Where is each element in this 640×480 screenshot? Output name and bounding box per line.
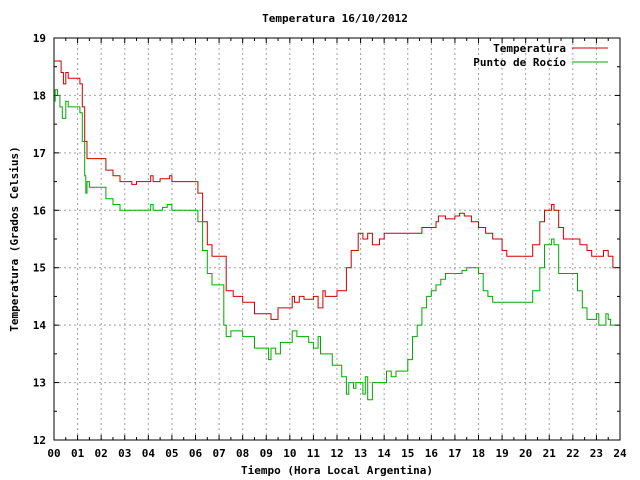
y-axis-ticks: 12 13 14 15 16 17 18 19 <box>33 32 620 447</box>
y-tick-label: 12 <box>33 434 46 447</box>
x-axis-label: Tiempo (Hora Local Argentina) <box>241 464 433 477</box>
y-axis-label: Temperatura (Grados Celsius) <box>8 146 21 331</box>
y-tick-label: 13 <box>33 377 46 390</box>
x-tick-label: 06 <box>189 447 203 460</box>
x-tick-label: 20 <box>519 447 532 460</box>
series-line-2 <box>54 89 616 401</box>
x-axis-ticks: 00 01 02 03 04 05 06 07 08 09 10 11 12 13 14 15 16 17 18 19… <box>47 38 627 460</box>
x-tick-label: 18 <box>472 447 485 460</box>
series-layer <box>54 60 616 401</box>
y-tick-label: 18 <box>33 89 46 102</box>
x-tick-label: 13 <box>354 447 367 460</box>
legend-label: Temperatura <box>493 42 566 55</box>
y-tick-label: 19 <box>33 32 46 45</box>
x-tick-label: 07 <box>212 447 225 460</box>
x-tick-label: 03 <box>118 447 131 460</box>
x-tick-label: 11 <box>307 447 321 460</box>
x-tick-label: 12 <box>330 447 343 460</box>
grid-lines <box>54 38 620 440</box>
x-tick-label: 04 <box>142 447 156 460</box>
x-tick-label: 23 <box>590 447 603 460</box>
x-tick-label: 09 <box>260 447 273 460</box>
x-tick-label: 15 <box>401 447 414 460</box>
x-tick-label: 01 <box>71 447 85 460</box>
y-tick-label: 16 <box>33 204 47 217</box>
x-tick-label: 24 <box>613 447 627 460</box>
x-tick-label: 21 <box>543 447 557 460</box>
y-tick-label: 15 <box>33 262 46 275</box>
y-tick-label: 17 <box>33 147 46 160</box>
x-tick-label: 16 <box>425 447 439 460</box>
x-tick-label: 00 <box>47 447 60 460</box>
x-tick-label: 05 <box>165 447 178 460</box>
chart-title: Temperatura 16/10/2012 <box>262 12 408 25</box>
x-tick-label: 19 <box>495 447 508 460</box>
x-tick-label: 02 <box>95 447 108 460</box>
legend-label: Punto de Rocío <box>473 56 566 69</box>
y-tick-label: 14 <box>33 319 47 332</box>
series-line-1 <box>54 60 616 320</box>
x-tick-label: 22 <box>566 447 579 460</box>
x-tick-label: 10 <box>283 447 296 460</box>
x-tick-label: 14 <box>378 447 392 460</box>
x-tick-label: 08 <box>236 447 249 460</box>
x-tick-label: 17 <box>448 447 461 460</box>
